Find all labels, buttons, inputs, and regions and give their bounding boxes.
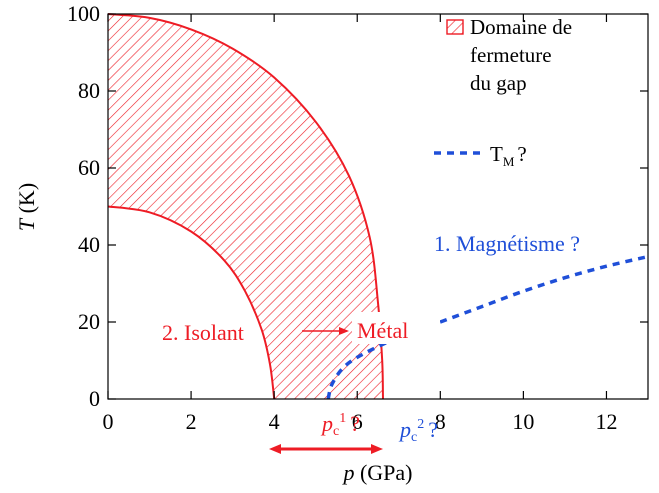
axes: 0 2 4 6 8 10 12 0 20 40 60 80 100 p (GPa) T (K) <box>14 1 649 485</box>
y-tick-label: 60 <box>78 155 100 180</box>
x-tick-label: 0 <box>103 409 114 434</box>
legend: Domaine de fermeture du gap TM? <box>434 15 572 169</box>
axes-frame <box>107 13 649 400</box>
legend-gap-label: du gap <box>470 71 527 95</box>
metal-label: Métal <box>357 318 408 343</box>
y-tick-label: 40 <box>78 232 100 257</box>
gap-region-hatched <box>108 14 383 399</box>
legend-gap-label: Domaine de <box>470 15 572 39</box>
y-tick-label: 0 <box>89 386 100 411</box>
legend-tm-label: TM? <box>490 142 527 169</box>
metal-label-background <box>352 312 440 344</box>
magnetism-label: 1. Magnétisme ? <box>434 231 580 256</box>
tm-dashed-line <box>326 254 649 400</box>
y-axis-title: T (K) <box>14 183 39 231</box>
x-tick-label: 2 <box>186 409 197 434</box>
x-tick-label: 4 <box>269 409 280 434</box>
isolant-label: 2. Isolant <box>162 320 244 345</box>
x-tick-label: 10 <box>512 409 534 434</box>
x-tick-label: 12 <box>595 409 617 434</box>
annotations: 2. Isolant Métal 1. Magnétisme ? pc1? pc2? <box>162 231 580 454</box>
legend-gap-label: fermeture <box>470 43 552 67</box>
pc2-label: pc2? <box>398 417 438 445</box>
x-axis-title: p (GPa) <box>341 460 412 485</box>
y-tick-label: 100 <box>67 1 100 26</box>
y-tick-label: 20 <box>78 309 100 334</box>
legend-hatched-swatch <box>446 19 464 35</box>
gap-lower-boundary-line <box>107 205 276 400</box>
pc1-label: pc1? <box>320 411 360 439</box>
x-tick-label: 8 <box>435 409 446 434</box>
x-tick-label: 6 <box>352 409 363 434</box>
y-tick-label: 80 <box>78 78 100 103</box>
